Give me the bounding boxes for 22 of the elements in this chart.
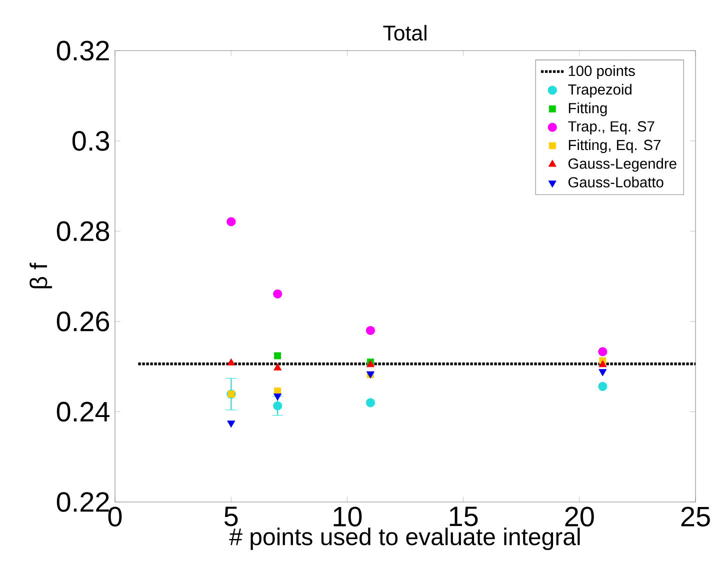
legend-label: Fitting <box>568 102 607 116</box>
y-tick-label: 0.24 <box>56 402 110 422</box>
y-tick-label: 0.22 <box>56 492 109 512</box>
legend-label: Gauss-Legendre <box>568 158 676 172</box>
legend-label: Fitting, Eq. S7 <box>568 139 660 154</box>
x-tick-label: 25 <box>681 506 710 527</box>
chart-title: Total <box>383 24 426 41</box>
x-axis-title: # points used to evaluate integral <box>229 528 580 550</box>
legend-label: Trap., Eq. S7 <box>568 121 654 134</box>
y-axis-title: β f <box>30 262 52 288</box>
y-tick-label: 0.26 <box>56 312 110 332</box>
x-tick-label: 15 <box>450 506 478 526</box>
y-tick-label: 0.3 <box>72 131 110 151</box>
legend-label: 100 points <box>568 65 635 79</box>
legend-label: Gauss-Lobatto <box>568 176 664 188</box>
x-tick-label: 20 <box>565 506 594 527</box>
x-tick-label: 10 <box>334 506 362 527</box>
y-tick-label: 0.28 <box>56 221 110 242</box>
y-tick-label: 0.32 <box>56 40 109 61</box>
x-tick-label: 5 <box>224 506 238 526</box>
legend-label: Trapezoid <box>568 84 632 98</box>
x-tick-label: 0 <box>108 506 122 527</box>
